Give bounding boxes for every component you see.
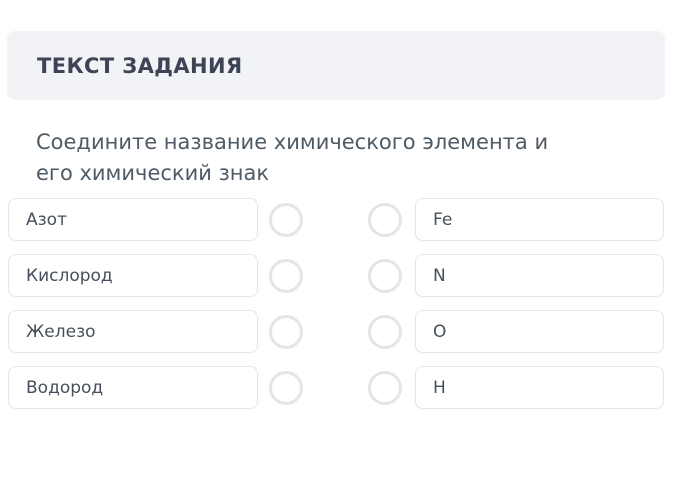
match-row: Водород H <box>8 366 664 409</box>
left-item-label: Железо <box>26 321 96 342</box>
left-item-box[interactable]: Азот <box>8 198 258 241</box>
matching-area: Азот Fe Кислород N Железо <box>8 198 664 422</box>
right-item-label: O <box>433 321 447 342</box>
left-item-box[interactable]: Кислород <box>8 254 258 297</box>
right-item-label: Fe <box>433 209 453 230</box>
connector-circle-left[interactable] <box>269 314 303 349</box>
connector-circle-right[interactable] <box>368 314 402 349</box>
left-item-box[interactable]: Водород <box>8 366 258 409</box>
match-row: Железо O <box>8 310 664 353</box>
connector-circle-left[interactable] <box>269 258 303 293</box>
match-row: Азот Fe <box>8 198 664 241</box>
left-item-label: Азот <box>26 209 67 230</box>
right-item-label: H <box>433 377 446 398</box>
connector-circle-right[interactable] <box>368 370 402 405</box>
question-line: его химический знак <box>36 161 270 185</box>
right-item-box[interactable]: H <box>415 366 664 409</box>
question-text: Соедините название химического элемента … <box>36 127 656 189</box>
connector-circle-right[interactable] <box>368 258 402 293</box>
right-item-box[interactable]: O <box>415 310 664 353</box>
left-item-box[interactable]: Железо <box>8 310 258 353</box>
task-header: ТЕКСТ ЗАДАНИЯ <box>7 31 665 100</box>
match-row: Кислород N <box>8 254 664 297</box>
connector-circle-right[interactable] <box>368 202 402 237</box>
right-item-label: N <box>433 265 446 286</box>
connector-circle-left[interactable] <box>269 202 303 237</box>
right-item-box[interactable]: N <box>415 254 664 297</box>
question-line: Соедините название химического элемента … <box>36 130 549 154</box>
task-header-title: ТЕКСТ ЗАДАНИЯ <box>37 53 243 78</box>
left-item-label: Водород <box>26 377 104 398</box>
connector-circle-left[interactable] <box>269 370 303 405</box>
right-item-box[interactable]: Fe <box>415 198 664 241</box>
left-item-label: Кислород <box>26 265 113 286</box>
